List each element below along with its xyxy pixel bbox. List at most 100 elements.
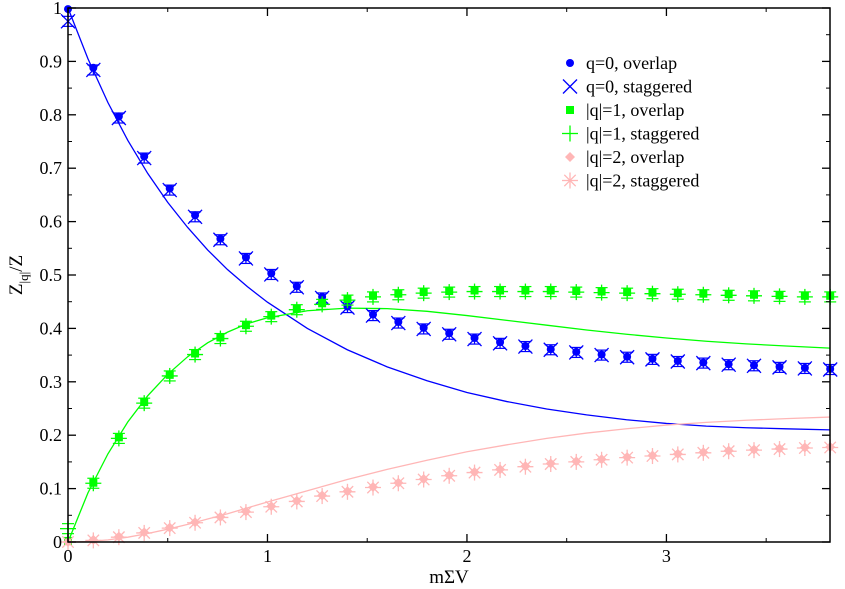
data-point-s1-18-stroke [517,339,533,355]
legend-label: q=0, overlap [586,53,677,73]
y-tick-label: 0.4 [40,318,63,338]
data-point-s5-13-stroke [392,477,405,490]
data-point-s1-5-stroke [187,209,203,225]
data-point-s5-11 [339,483,356,500]
svg-text:Z|q|/Z: Z|q|/Z [6,255,31,295]
data-point-s5-29-stroke [798,441,812,455]
data-point-s5-4-stroke [163,521,176,535]
x-tick-label: 0 [64,546,73,566]
data-point-s1-12 [365,308,381,324]
data-markers [60,5,839,550]
data-point-s5-8 [263,498,280,515]
data-point-s1-13 [390,315,406,331]
data-point-s5-3-stroke [138,526,151,540]
data-point-s3-9 [288,301,305,318]
data-point-s1-5 [187,209,203,225]
data-point-s5-20 [568,453,585,470]
data-point-s5-10-stroke [315,489,329,503]
y-tick-label: 0.6 [40,212,63,232]
data-point-s3-15 [441,284,458,301]
data-point-s1-9-stroke [289,279,305,295]
legend-marker-2 [566,106,574,114]
data-point-s5-11-stroke [341,485,354,498]
data-point-s5-18-stroke [519,460,532,473]
data-point-s5-5 [187,514,204,531]
data-point-s5-7-stroke [239,505,253,519]
data-point-s1-3 [136,150,152,166]
data-point-s5-24 [669,446,686,463]
data-point-s3-2 [110,430,127,447]
data-point-s3-24 [669,286,686,303]
legend-label: |q|=1, overlap [586,100,684,120]
data-point-s3-14 [415,285,432,302]
y-tick-label: 0 [53,532,62,552]
data-point-s5-26-stroke [722,445,735,458]
data-point-s3-29 [796,288,813,305]
data-point-s1-17-stroke [492,335,508,351]
data-point-s5-20-stroke [570,455,583,469]
data-point-s3-22 [619,285,636,302]
legend-marker-0-shape [566,59,574,67]
data-point-s3-25 [695,286,712,303]
data-point-s3-1 [85,475,102,492]
data-point-s1-23 [645,351,660,367]
data-point-s1-1-stroke [85,62,101,78]
x-axis-ticks: 0 1 2 3 [64,8,767,566]
data-point-s1-1 [85,62,101,78]
y-axis-label-subscript: |q| [16,272,31,284]
y-tick-label: 0.3 [40,372,63,392]
data-point-s5-5-stroke [188,516,202,529]
data-point-s5-4 [161,520,178,537]
data-point-s1-4-stroke [162,182,178,198]
data-point-s3-11 [339,292,356,309]
data-point-s1-4 [162,182,178,198]
legend-label: |q|=2, overlap [586,147,684,167]
data-point-s5-10 [314,488,331,505]
y-tick-label: 0.7 [40,158,63,178]
data-point-s1-18 [517,339,533,355]
y-axis-ticks: 0 0.1 0.2 0.3 0.4 0.5 0.6 0.7 0.8 0.9 1 [40,0,830,552]
x-tick-label: 2 [462,546,471,566]
legend-marker-1 [562,79,578,94]
data-point-s5-1-stroke [87,534,100,547]
data-point-s1-21 [594,347,610,363]
data-point-s1-16 [467,331,482,347]
data-point-s1-19 [543,342,559,358]
data-point-s1-15 [441,326,457,342]
y-axis-label-tail: /Z [6,255,27,272]
data-point-s1-2-stroke [111,110,127,126]
x-axis-label: mΣV [429,567,469,588]
data-point-s5-24-stroke [671,448,684,461]
data-point-s5-15 [441,467,458,484]
legend-marker-2-shape [566,106,574,114]
data-point-s5-7 [237,504,254,521]
data-point-s5-15-stroke [443,469,456,482]
data-point-s1-22 [619,349,635,365]
data-point-s1-8-stroke [263,267,279,282]
data-point-s3-18 [517,283,534,300]
data-point-s3-27 [745,287,762,304]
data-point-s1-15-stroke [441,326,457,342]
data-point-s1-6-stroke [212,232,228,248]
legend-marker-1-stroke [562,79,578,94]
data-point-s1-25 [695,355,711,371]
data-point-s5-27 [745,442,762,459]
data-point-s5-17-stroke [493,463,507,477]
data-point-s3-6 [212,330,229,347]
data-point-s3-7 [237,318,254,335]
data-point-s5-27-stroke [747,443,761,457]
legend-label: q=0, staggered [586,77,692,97]
data-point-s3-3 [136,395,153,412]
data-point-s1-27-stroke [746,358,762,374]
data-point-s1-3-stroke [136,150,152,166]
data-point-s3-16 [466,283,483,300]
y-tick-label: 0.2 [40,425,63,445]
legend-marker-5-stroke [563,174,577,187]
data-point-s1-8 [263,267,279,282]
legend-marker-0 [566,59,574,67]
legend-marker-3 [562,125,578,142]
data-point-s5-17 [492,461,509,478]
y-axis-label: Z|q|/Z [6,255,31,295]
data-point-s1-2 [111,110,127,126]
